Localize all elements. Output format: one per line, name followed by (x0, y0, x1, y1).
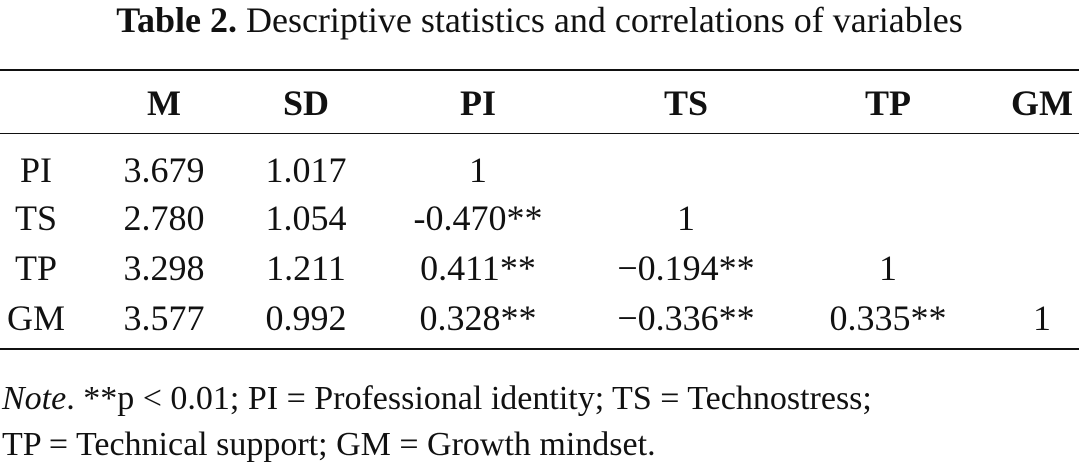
table-cell-ts: −0.194** (617, 248, 755, 288)
header-m: M (147, 83, 181, 123)
table-note-text-1: . **p < 0.01; PI = Professional identity… (66, 380, 872, 417)
header-gm: GM (1011, 83, 1073, 123)
header-pi: PI (460, 83, 496, 123)
table-cell-sd: 1.054 (265, 198, 347, 238)
table-cell-row-label: TP (14, 248, 57, 288)
table-caption: Table 2. Descriptive statistics and corr… (0, 0, 1079, 40)
table-cell-pi: 1 (469, 150, 487, 190)
table-note-line-2: TP = Technical support; GM = Growth mind… (2, 426, 656, 463)
table-caption-label: Table 2. (116, 0, 237, 40)
header-tp: TP (864, 83, 911, 123)
table-cell-gm: 1 (1033, 298, 1051, 338)
table-header-rule (0, 133, 1079, 134)
table-cell-sd: 0.992 (265, 298, 347, 338)
table-cell-sd: 1.017 (265, 150, 347, 190)
header-ts: TS (663, 83, 709, 123)
table-cell-sd: 1.211 (266, 248, 346, 288)
table-bottom-rule (0, 348, 1079, 350)
table-cell-m: 3.679 (123, 150, 205, 190)
table-cell-ts: −0.336** (617, 298, 755, 338)
table-top-rule (0, 69, 1079, 71)
table-cell-row-label: TS (14, 198, 57, 238)
table-cell-ts: 1 (677, 198, 695, 238)
table-note-line-1: Note. **p < 0.01; PI = Professional iden… (2, 378, 1077, 420)
table-cell-pi: 0.328** (419, 298, 537, 338)
table-caption-text: Descriptive statistics and correlations … (245, 0, 963, 40)
table-cell-row-label: PI (19, 150, 52, 190)
table-cell-m: 3.577 (123, 298, 205, 338)
table-cell-pi: -0.470** (413, 198, 543, 238)
table-cell-pi: 0.411** (420, 248, 536, 288)
table-cell-tp: 1 (879, 248, 897, 288)
table-note-label: Note (2, 380, 67, 417)
table-cell-m: 3.298 (123, 248, 205, 288)
table-cell-row-label: GM (6, 298, 65, 338)
table-cell-tp: 0.335** (829, 298, 947, 338)
table-cell-m: 2.780 (123, 198, 205, 238)
header-sd: SD (282, 83, 330, 123)
